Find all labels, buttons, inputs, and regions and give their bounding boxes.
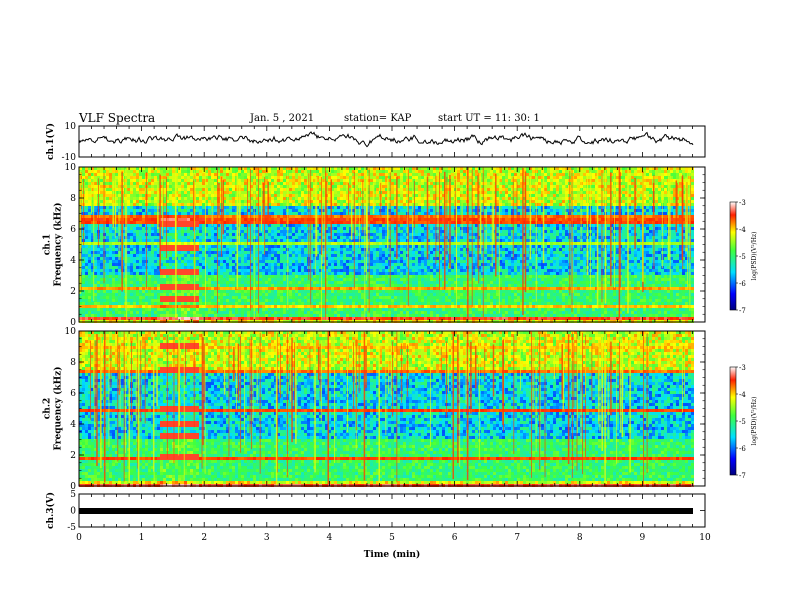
ch1-colorbar-tick-1: -4	[739, 226, 746, 234]
xtick-label-7: 7	[514, 533, 520, 543]
ch1-spectrogram-ylabel: ch.1 Frequency (kHz)	[43, 202, 64, 286]
ch2-spec-ytick-6: 6	[70, 389, 76, 399]
ch2-spectrogram-ylabel: ch.2 Frequency (kHz)	[43, 366, 64, 450]
ch1-spec-ytick-8: 8	[70, 194, 76, 204]
ch1-spec-ytick-10: 10	[65, 163, 77, 173]
ch1-spectrogram-panel	[79, 167, 694, 323]
ch2-colorbar-tick-3: -6	[739, 445, 746, 453]
ch2-colorbar-tick-0: -3	[739, 364, 746, 372]
ch1-spec-ytick-4: 4	[70, 256, 76, 266]
ch2-colorbar-bar	[729, 366, 737, 476]
xtick-label-2: 2	[201, 533, 207, 543]
plot-title: VLF Spectra	[79, 111, 155, 125]
ch1-spec-ytick-2: 2	[70, 287, 76, 297]
ch1-ytick-top: 10	[65, 122, 77, 132]
date-label: Jan. 5 , 2021	[250, 113, 314, 124]
ch1-colorbar-bar	[729, 201, 737, 311]
xtick-label-9: 9	[640, 533, 646, 543]
ch3-waveform-line	[79, 508, 693, 514]
ch2-spec-ytick-0: 0	[70, 482, 76, 492]
ch1-waveform-ylabel: ch.1(V)	[45, 123, 56, 160]
xtick-label-3: 3	[264, 533, 270, 543]
ch3-waveform-panel	[79, 508, 693, 514]
ch1-ytick-bottom: -10	[62, 153, 77, 163]
ch3-waveform-ylabel: ch.3(V)	[45, 492, 56, 529]
ch3-ytick-5: 5	[70, 490, 76, 500]
station-label: station= KAP	[344, 113, 411, 124]
xtick-label-10: 10	[699, 533, 711, 543]
ch3-ytick-neg5: -5	[67, 523, 76, 533]
ch2-spec-ytick-4: 4	[70, 420, 76, 430]
ch1-colorbar-label: log(PSD)(V²/Hz)	[751, 232, 758, 281]
colorbars: -3 -4 -5 -6 -7 log(PSD)(V²/Hz) -3 -4 -5 -6 -7 log(P…	[729, 199, 758, 480]
ch2-spec-ytick-10: 10	[65, 327, 77, 337]
ch2-colorbar-tick-4: -7	[739, 472, 746, 480]
ch1-colorbar-tick-0: -3	[739, 199, 746, 207]
ch2-spectrogram-panel	[79, 331, 694, 487]
xtick-label-5: 5	[389, 533, 395, 543]
ch1-waveform-line	[78, 131, 694, 148]
xtick-label-4: 4	[327, 533, 333, 543]
ch1-colorbar-tick-2: -5	[739, 253, 746, 261]
ch1-spec-ytick-0: 0	[70, 318, 76, 328]
ch2-colorbar-tick-1: -4	[739, 391, 746, 399]
ch2-spec-ytick-8: 8	[70, 358, 76, 368]
xtick-label-1: 1	[139, 533, 145, 543]
ch2-colorbar-label: log(PSD)(V²/Hz)	[751, 397, 758, 446]
ch1-colorbar-tick-4: -7	[739, 307, 746, 315]
xtick-label-8: 8	[577, 533, 583, 543]
xtick-label-0: 0	[76, 533, 82, 543]
ch2-spec-ytick-2: 2	[70, 451, 76, 461]
ch1-waveform-panel	[78, 131, 694, 148]
xtick-label-6: 6	[452, 533, 458, 543]
ch2-colorbar-tick-2: -5	[739, 418, 746, 426]
x-axis-label: Time (min)	[364, 549, 421, 560]
start-time-label: start UT = 11: 30: 1	[438, 113, 540, 124]
ch1-colorbar-tick-3: -6	[739, 280, 746, 288]
ch1-spec-ytick-6: 6	[70, 225, 76, 235]
ch3-ytick-0: 0	[70, 507, 76, 517]
